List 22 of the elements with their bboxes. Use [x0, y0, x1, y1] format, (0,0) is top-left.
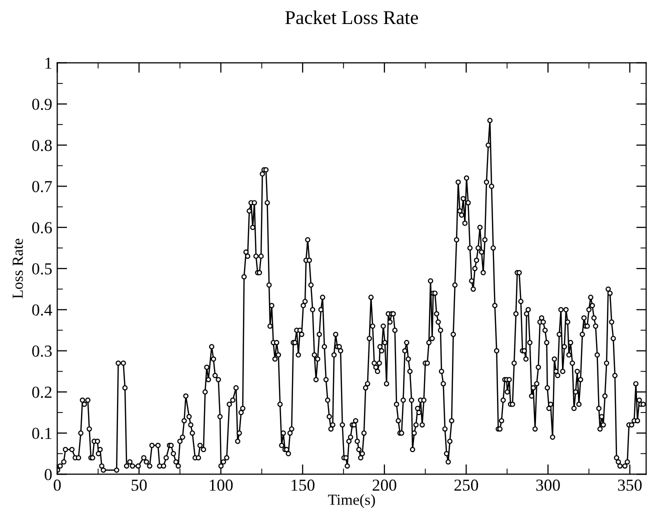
x-tick-label: 50 [132, 480, 147, 491]
x-tick-label: 350 [618, 480, 642, 491]
x-tick-label: 250 [454, 480, 478, 491]
chart-title: Packet Loss Rate [285, 10, 418, 24]
x-axis-title: Time(s) [328, 494, 375, 508]
x-tick-label: 0 [54, 480, 61, 491]
x-tick-label: 200 [372, 480, 396, 491]
x-tick-label: 150 [292, 480, 314, 491]
y-tick-label: 0.1 [32, 428, 52, 440]
y-tick-label: 1 [46, 58, 52, 69]
y-tick-label: 0.9 [32, 98, 52, 110]
y-tick-label: 0.7 [32, 180, 52, 192]
y-tick-label: 0 [44, 468, 52, 480]
y-tick-label: 0.3 [32, 346, 52, 357]
y-tick-label: 0.6 [32, 222, 52, 234]
x-tick-label: 100 [210, 480, 233, 491]
y-axis-title: Loss Rate [12, 238, 23, 298]
y-tick-label: 0.4 [32, 304, 52, 316]
x-tick-label: 300 [536, 480, 560, 491]
y-tick-label: 0.5 [32, 263, 52, 275]
y-tick-label: 0.2 [32, 386, 52, 398]
y-tick-label: 0.8 [32, 140, 52, 152]
